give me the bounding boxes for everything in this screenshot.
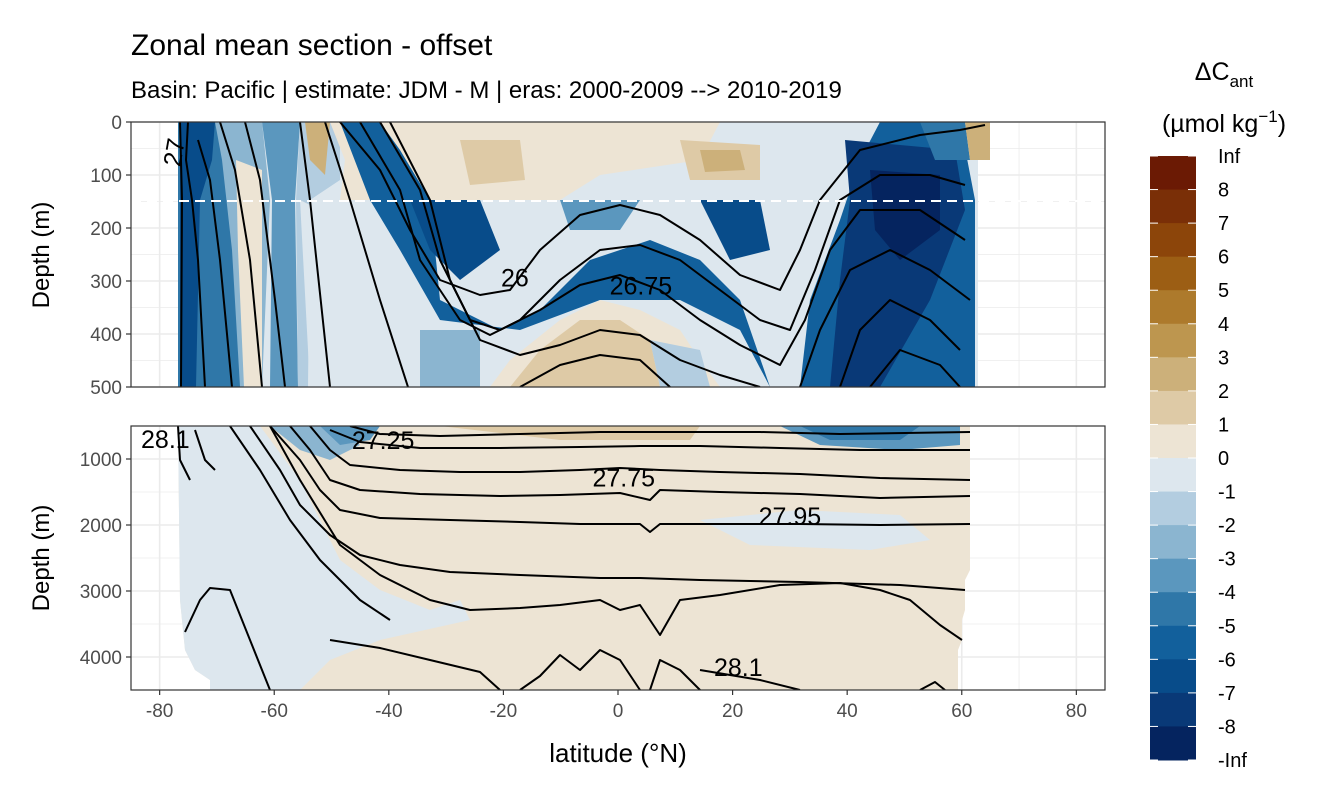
x-tick-label: 40 bbox=[837, 701, 858, 722]
y-tick-label: 100 bbox=[90, 166, 122, 187]
contour-label: 27.75 bbox=[592, 465, 655, 493]
y-tick-label: 3000 bbox=[80, 582, 122, 603]
legend-label: 6 bbox=[1218, 247, 1229, 269]
y-tick-label: 500 bbox=[90, 378, 122, 399]
lower-panel: 27.25 27.75 27.95 28.1 28.1 bbox=[130, 425, 1106, 691]
y-axis-title-upper: Depth (m) bbox=[28, 202, 55, 309]
legend-swatch bbox=[1150, 424, 1196, 459]
legend-label: -1 bbox=[1218, 482, 1236, 504]
y-tick-label: 300 bbox=[90, 272, 122, 293]
contour-label: 28.1 bbox=[141, 426, 190, 454]
upper-panel-border bbox=[130, 121, 1106, 388]
legend-label: 5 bbox=[1218, 280, 1229, 302]
x-tick-label: 80 bbox=[1066, 701, 1087, 722]
legend-unit: (µmol kg−1) bbox=[1162, 107, 1286, 138]
contour-label: 27 bbox=[158, 136, 190, 168]
legend-label: -3 bbox=[1218, 549, 1236, 571]
y-tick-label: 400 bbox=[90, 325, 122, 346]
legend-label: 7 bbox=[1218, 213, 1229, 235]
x-tick-label: 0 bbox=[613, 701, 624, 722]
y-tick-label: 4000 bbox=[80, 648, 122, 669]
legend-colorbar bbox=[1150, 156, 1196, 761]
legend-swatch bbox=[1150, 692, 1196, 727]
legend-label: 8 bbox=[1218, 180, 1229, 202]
x-tick-label: -60 bbox=[261, 701, 288, 722]
legend-swatch bbox=[1150, 625, 1196, 660]
y-tick-label: 2000 bbox=[80, 516, 122, 537]
legend-swatch bbox=[1150, 558, 1196, 593]
chart-subtitle: Basin: Pacific | estimate: JDM - M | era… bbox=[131, 77, 842, 104]
y-axis-title-lower: Depth (m) bbox=[28, 505, 55, 612]
x-tick-label: -40 bbox=[375, 701, 402, 722]
y-tick-label: 200 bbox=[90, 219, 122, 240]
legend-swatch bbox=[1150, 256, 1196, 291]
lower-contour-lines bbox=[177, 426, 971, 690]
contour-label: 26.75 bbox=[610, 272, 673, 300]
contour-label: 27.95 bbox=[759, 503, 822, 531]
legend-swatch bbox=[1150, 323, 1196, 358]
legend-label: 2 bbox=[1218, 381, 1229, 403]
legend-swatch bbox=[1150, 390, 1196, 425]
legend-swatch bbox=[1150, 223, 1196, 258]
legend-swatch bbox=[1150, 290, 1196, 325]
x-tick-label: 20 bbox=[722, 701, 743, 722]
upper-y-axis-ticks: 0 100 200 300 400 500 bbox=[90, 113, 131, 399]
upper-panel: 26 26.75 27 bbox=[130, 121, 1106, 388]
legend-label: -6 bbox=[1218, 649, 1236, 671]
x-axis-title: latitude (°N) bbox=[549, 738, 687, 768]
legend-label: 0 bbox=[1218, 448, 1229, 470]
legend-swatch bbox=[1150, 357, 1196, 392]
y-tick-label: 0 bbox=[111, 113, 122, 134]
legend-swatch bbox=[1150, 458, 1196, 493]
y-tick-label: 1000 bbox=[80, 450, 122, 471]
legend-label: -4 bbox=[1218, 582, 1236, 604]
x-axis-ticks: -80 -60 -40 -20 0 20 40 60 80 bbox=[146, 690, 1087, 722]
legend-label: 1 bbox=[1218, 414, 1229, 436]
x-tick-label: -80 bbox=[146, 701, 173, 722]
chart-title: Zonal mean section - offset bbox=[131, 29, 493, 62]
x-tick-label: -20 bbox=[490, 701, 517, 722]
legend-label: -2 bbox=[1218, 515, 1236, 537]
legend-swatch bbox=[1150, 189, 1196, 224]
legend-labels: Inf 8 7 6 5 4 3 2 1 0 -1 -2 -3 -4 -5 -6 -7 -8 -Inf bbox=[1150, 146, 1247, 772]
legend-swatch bbox=[1150, 592, 1196, 627]
upper-heatmap bbox=[178, 122, 990, 387]
legend-label: -Inf bbox=[1218, 750, 1247, 772]
legend-swatch bbox=[1150, 726, 1196, 761]
contour-label: 28.1 bbox=[714, 654, 763, 682]
legend-label: -7 bbox=[1218, 683, 1236, 705]
lower-y-axis-ticks: 1000 2000 3000 4000 bbox=[80, 450, 131, 669]
upper-contour-labels: 26 26.75 27 bbox=[158, 136, 672, 300]
legend-swatch bbox=[1150, 659, 1196, 694]
legend-title: ΔCant bbox=[1195, 58, 1254, 91]
contour-label: 27.25 bbox=[352, 427, 415, 455]
upper-contour-lines bbox=[179, 122, 986, 387]
x-tick-label: 60 bbox=[951, 701, 972, 722]
lower-contour-labels: 27.25 27.75 27.95 28.1 28.1 bbox=[141, 426, 821, 682]
legend-label: Inf bbox=[1218, 146, 1241, 168]
legend-label: 4 bbox=[1218, 314, 1229, 336]
legend-label: 3 bbox=[1218, 347, 1229, 369]
legend-swatch bbox=[1150, 156, 1196, 191]
legend-label: -8 bbox=[1218, 716, 1236, 738]
lower-heatmap bbox=[178, 426, 970, 690]
contour-label: 26 bbox=[501, 264, 529, 292]
legend-swatch bbox=[1150, 491, 1196, 526]
legend-label: -5 bbox=[1218, 616, 1236, 638]
legend: ΔCant (µmol kg−1) Inf 8 7 6 5 4 3 2 1 0 -1 -2 -3 -4 -5… bbox=[1150, 58, 1286, 772]
legend-swatch bbox=[1150, 525, 1196, 560]
